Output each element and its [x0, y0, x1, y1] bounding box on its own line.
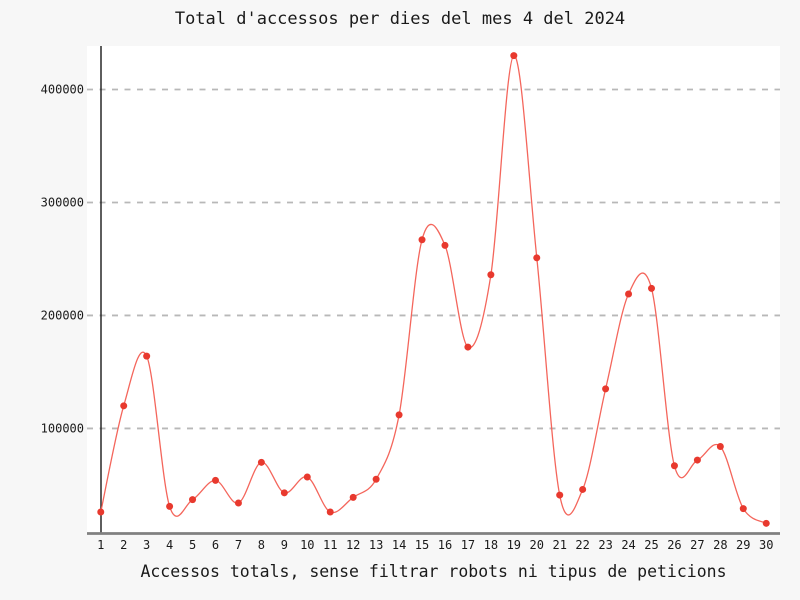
y-tick-label: 400000 — [41, 82, 84, 96]
x-tick-label: 17 — [461, 538, 475, 552]
data-point — [441, 241, 449, 249]
x-tick-label: 29 — [736, 538, 750, 552]
data-point — [510, 52, 518, 60]
x-tick-label: 26 — [667, 538, 681, 552]
data-point — [166, 502, 174, 510]
x-tick-label: 12 — [346, 538, 360, 552]
data-point — [739, 505, 747, 513]
x-tick-label: 30 — [759, 538, 773, 552]
x-tick-label: 16 — [438, 538, 452, 552]
data-point — [143, 352, 151, 360]
x-tick-label: 3 — [143, 538, 150, 552]
data-point — [716, 443, 724, 451]
x-tick-label: 23 — [598, 538, 612, 552]
x-tick-label: 10 — [300, 538, 314, 552]
x-tick-label: 28 — [713, 538, 727, 552]
data-point — [579, 485, 587, 493]
chart-title: Total d'accessos per dies del mes 4 del … — [174, 9, 626, 29]
data-point — [212, 476, 220, 484]
data-point — [487, 271, 495, 279]
data-point — [647, 284, 655, 292]
data-point — [533, 254, 541, 262]
x-tick-label: 9 — [281, 538, 288, 552]
data-point — [395, 411, 403, 419]
plot-area — [87, 46, 780, 534]
data-point — [762, 519, 770, 527]
x-tick-label: 2 — [120, 538, 127, 552]
x-tick-label: 7 — [235, 538, 242, 552]
y-tick-label: 300000 — [41, 195, 84, 209]
x-tick-label: 18 — [484, 538, 498, 552]
data-point — [97, 508, 105, 516]
data-point — [372, 475, 380, 483]
y-tick-label: 100000 — [41, 421, 84, 435]
data-point — [257, 458, 265, 466]
x-tick-label: 15 — [415, 538, 429, 552]
x-tick-label: 4 — [166, 538, 173, 552]
data-point — [418, 236, 426, 244]
x-tick-label: 13 — [369, 538, 383, 552]
data-point — [326, 508, 334, 516]
x-tick-label: 24 — [621, 538, 635, 552]
data-point — [693, 456, 701, 464]
y-tick-label: 200000 — [41, 308, 84, 322]
data-point — [120, 402, 128, 410]
x-tick-label: 1 — [97, 538, 104, 552]
x-tick-label: 21 — [552, 538, 566, 552]
data-point — [189, 496, 197, 504]
data-point — [625, 290, 633, 298]
x-tick-label: 8 — [258, 538, 265, 552]
x-tick-label: 20 — [530, 538, 544, 552]
data-point — [280, 489, 288, 497]
x-tick-label: 14 — [392, 538, 406, 552]
x-tick-label: 27 — [690, 538, 704, 552]
x-tick-label: 5 — [189, 538, 196, 552]
data-point — [349, 493, 357, 501]
x-tick-label: 6 — [212, 538, 219, 552]
data-point — [234, 499, 242, 507]
data-point — [556, 491, 564, 499]
data-point — [303, 473, 311, 481]
data-point — [464, 343, 472, 351]
data-point — [602, 385, 610, 393]
x-tick-label: 11 — [323, 538, 337, 552]
x-tick-label: 19 — [507, 538, 521, 552]
x-tick-label: 25 — [644, 538, 658, 552]
x-tick-label: 22 — [575, 538, 589, 552]
data-point — [670, 462, 678, 470]
x-axis-caption: Accessos totals, sense filtrar robots ni… — [140, 562, 727, 581]
